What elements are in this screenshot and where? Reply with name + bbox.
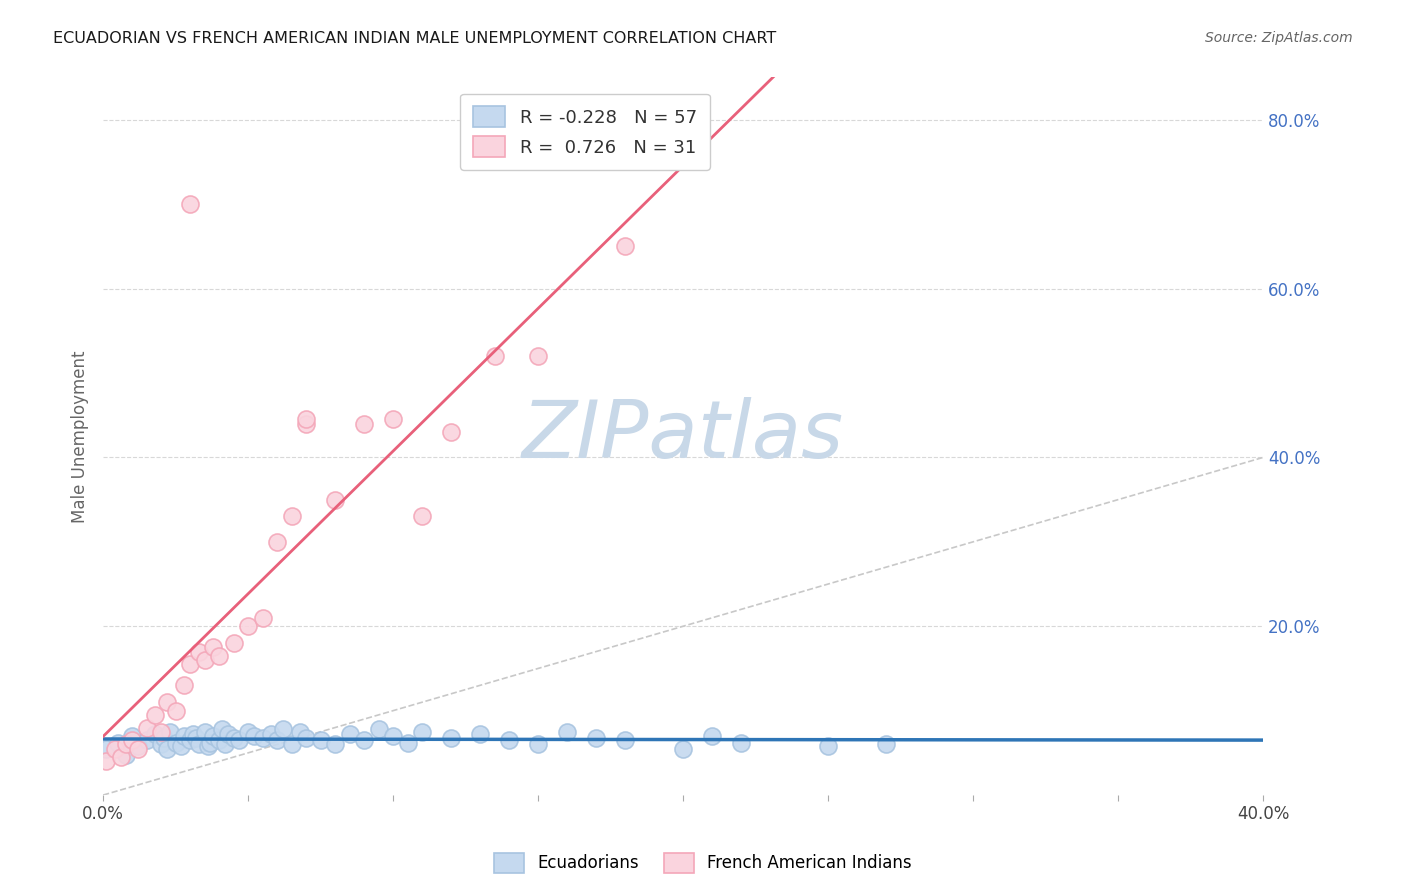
Point [411, 724, 433, 739]
Point [173, 729, 195, 743]
Point [110, 750, 132, 764]
Point [150, 724, 173, 739]
Point [339, 727, 361, 741]
Point [309, 733, 332, 747]
Point [323, 738, 346, 752]
Text: ECUADORIAN VS FRENCH AMERICAN INDIAN MALE UNEMPLOYMENT CORRELATION CHART: ECUADORIAN VS FRENCH AMERICAN INDIAN MAL… [53, 31, 776, 46]
Point [208, 648, 231, 663]
Point [214, 738, 236, 752]
Point [730, 736, 752, 750]
Point [382, 412, 405, 426]
Point [614, 239, 637, 253]
Point [135, 733, 157, 747]
Point [156, 695, 179, 709]
Point [127, 739, 149, 753]
Point [173, 678, 195, 692]
Point [179, 733, 201, 747]
Text: ZIPatlas: ZIPatlas [522, 397, 844, 475]
Point [184, 731, 207, 745]
Point [127, 741, 149, 756]
Point [179, 657, 201, 672]
Point [396, 736, 419, 750]
Point [440, 731, 463, 745]
Point [94, 741, 117, 756]
Point [94, 754, 117, 768]
Point [266, 534, 288, 549]
Point [875, 738, 897, 752]
Point [200, 736, 222, 750]
Point [527, 738, 550, 752]
Point [527, 349, 550, 363]
Y-axis label: Male Unemployment: Male Unemployment [72, 350, 89, 523]
Point [280, 738, 302, 752]
Point [470, 727, 492, 741]
Point [382, 729, 405, 743]
Point [194, 653, 217, 667]
Point [236, 724, 259, 739]
Point [295, 417, 318, 431]
Point [252, 731, 274, 745]
Point [153, 731, 176, 745]
Point [121, 729, 143, 743]
Point [202, 729, 225, 743]
Point [252, 611, 274, 625]
Point [411, 509, 433, 524]
Legend: R = -0.228   N = 57, R =  0.726   N = 31: R = -0.228 N = 57, R = 0.726 N = 31 [460, 94, 710, 169]
Point [260, 727, 283, 741]
Point [135, 721, 157, 735]
Point [672, 741, 695, 756]
Point [115, 738, 138, 752]
Point [150, 738, 173, 752]
Point [179, 197, 201, 211]
Point [817, 739, 839, 753]
Point [271, 723, 294, 737]
Point [143, 707, 166, 722]
Point [353, 733, 375, 747]
Point [165, 704, 187, 718]
Point [440, 425, 463, 439]
Point [121, 733, 143, 747]
Point [181, 727, 204, 741]
Point [197, 739, 219, 753]
Point [187, 644, 209, 658]
Point [217, 727, 239, 741]
Point [115, 747, 138, 762]
Point [367, 723, 389, 737]
Point [295, 731, 318, 745]
Point [555, 724, 578, 739]
Point [585, 731, 607, 745]
Point [228, 733, 250, 747]
Point [211, 723, 233, 737]
Point [484, 349, 506, 363]
Legend: Ecuadorians, French American Indians: Ecuadorians, French American Indians [488, 847, 918, 880]
Point [266, 733, 288, 747]
Point [194, 724, 217, 739]
Point [290, 724, 312, 739]
Point [222, 731, 245, 745]
Point [323, 492, 346, 507]
Point [165, 736, 187, 750]
Point [353, 417, 375, 431]
Point [243, 729, 266, 743]
Text: Source: ZipAtlas.com: Source: ZipAtlas.com [1205, 31, 1353, 45]
Point [236, 619, 259, 633]
Point [156, 741, 179, 756]
Point [104, 741, 127, 756]
Point [280, 509, 302, 524]
Point [107, 736, 129, 750]
Point [143, 727, 166, 741]
Point [202, 640, 225, 655]
Point [702, 729, 724, 743]
Point [295, 412, 318, 426]
Point [208, 733, 231, 747]
Point [614, 733, 637, 747]
Point [498, 733, 520, 747]
Point [222, 636, 245, 650]
Point [159, 724, 181, 739]
Point [170, 739, 193, 753]
Point [187, 738, 209, 752]
